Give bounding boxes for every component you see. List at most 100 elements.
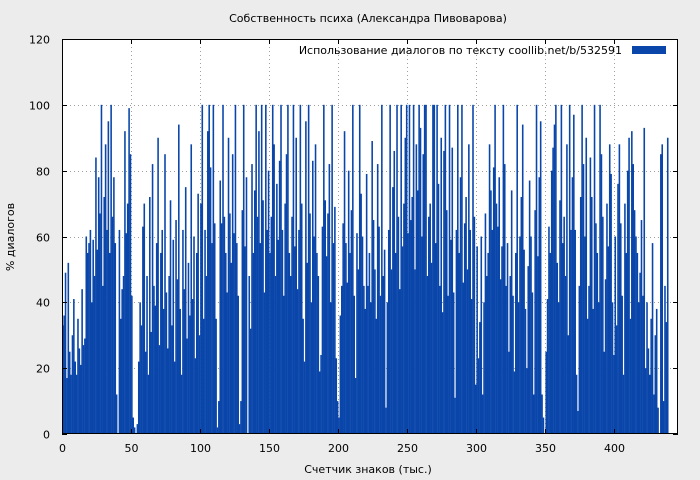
bar xyxy=(197,193,199,434)
bar xyxy=(552,147,554,435)
bar xyxy=(385,407,387,434)
bar xyxy=(125,233,128,434)
bar xyxy=(310,302,313,434)
bar xyxy=(296,289,299,434)
bar xyxy=(96,249,99,434)
bar xyxy=(361,236,364,434)
bar xyxy=(614,236,617,434)
bar xyxy=(224,252,227,434)
bar xyxy=(466,269,469,434)
bar xyxy=(107,121,110,434)
bar xyxy=(77,318,79,434)
bar xyxy=(329,302,332,434)
bar xyxy=(375,318,378,434)
y-tick-label: 20 xyxy=(36,363,50,376)
bar xyxy=(396,104,398,434)
bar xyxy=(236,243,238,434)
bar xyxy=(370,302,372,434)
bar xyxy=(490,190,492,434)
bar xyxy=(357,269,360,434)
bar xyxy=(472,104,474,434)
bar xyxy=(506,243,509,434)
bar xyxy=(311,160,314,435)
bar xyxy=(82,345,85,435)
bar xyxy=(628,137,630,434)
bar xyxy=(405,104,408,434)
bar xyxy=(321,226,324,435)
bar xyxy=(411,197,414,434)
bar xyxy=(371,141,373,435)
x-tick-label: 150 xyxy=(259,442,280,455)
bar xyxy=(386,302,389,434)
bar xyxy=(618,144,621,434)
bar xyxy=(251,164,253,434)
bar xyxy=(399,289,401,434)
bar xyxy=(126,203,129,434)
bar xyxy=(367,285,369,435)
bar xyxy=(455,229,458,434)
bar xyxy=(299,104,302,434)
bar xyxy=(303,361,306,434)
bar xyxy=(274,276,277,434)
bar xyxy=(564,276,567,434)
bar xyxy=(387,229,390,434)
bar xyxy=(108,252,111,434)
bar xyxy=(313,236,315,434)
bar xyxy=(414,269,416,434)
bar xyxy=(79,364,82,435)
bar xyxy=(180,374,183,434)
bar xyxy=(121,289,123,434)
bar xyxy=(195,252,198,434)
bar xyxy=(364,308,367,434)
bar xyxy=(495,203,498,434)
bar xyxy=(447,295,449,434)
bar xyxy=(305,121,307,434)
x-tick-label: 100 xyxy=(190,442,211,455)
bar-series xyxy=(62,104,669,435)
bar xyxy=(298,229,300,434)
bar xyxy=(581,104,583,434)
bar xyxy=(443,150,445,435)
bar xyxy=(621,295,623,434)
bar xyxy=(133,427,136,434)
bar xyxy=(287,104,289,434)
bar xyxy=(144,351,147,434)
bar xyxy=(383,249,386,434)
bar xyxy=(234,104,237,434)
bar xyxy=(497,226,499,435)
bar xyxy=(314,144,317,434)
bar xyxy=(381,104,383,434)
bar xyxy=(491,229,494,434)
bar xyxy=(574,229,576,434)
bar xyxy=(91,302,93,434)
bar xyxy=(454,397,456,434)
bar xyxy=(92,239,94,434)
bar xyxy=(114,243,117,434)
bar xyxy=(488,144,491,434)
bar xyxy=(561,243,564,434)
bar xyxy=(632,164,634,434)
bar xyxy=(666,137,669,434)
bar xyxy=(222,104,224,434)
bar xyxy=(339,315,342,434)
bar xyxy=(494,104,496,434)
bar xyxy=(238,424,241,435)
bar xyxy=(194,358,197,434)
bar xyxy=(273,144,275,434)
bar xyxy=(284,203,286,434)
bar xyxy=(573,114,575,435)
bar xyxy=(93,276,96,434)
bar xyxy=(425,104,427,434)
bar xyxy=(249,328,252,434)
x-tick-label: 50 xyxy=(125,442,139,455)
bar xyxy=(625,252,628,434)
bar xyxy=(568,104,571,434)
bar xyxy=(532,394,535,434)
bar xyxy=(137,361,140,434)
bar xyxy=(294,246,296,435)
bar xyxy=(317,276,320,434)
bar xyxy=(523,249,525,434)
bar xyxy=(606,203,608,434)
bar xyxy=(592,308,594,434)
